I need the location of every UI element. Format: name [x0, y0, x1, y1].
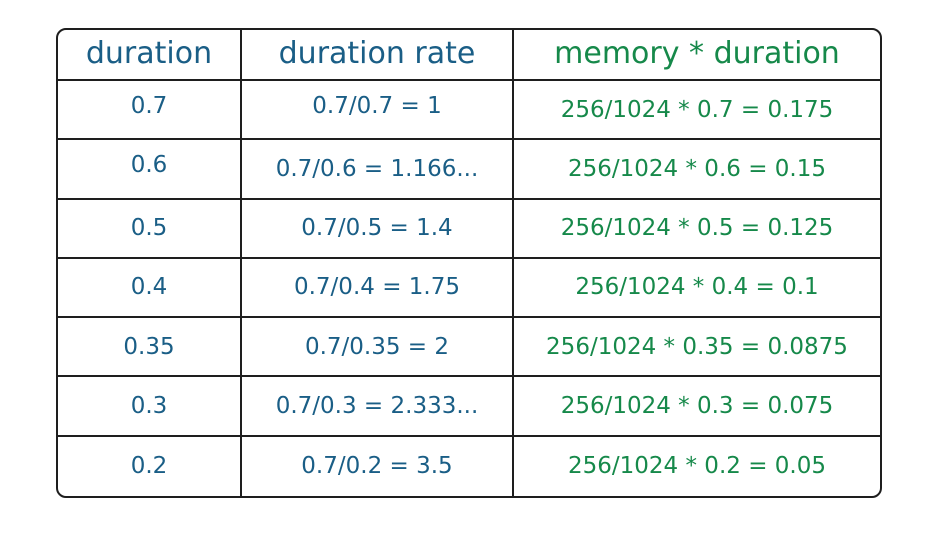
cell-duration: 0.6 [58, 140, 242, 200]
cell-duration-rate: 0.7/0.35 = 2 [242, 318, 514, 378]
cell-memory-duration: 256/1024 * 0.4 = 0.1 [514, 259, 880, 319]
cost-table: duration duration rate memory * duration… [56, 28, 882, 498]
cell-memory-duration: 256/1024 * 0.3 = 0.075 [514, 377, 880, 437]
cell-duration: 0.4 [58, 258, 242, 319]
cell-duration-rate: 0.7/0.4 = 1.75 [242, 258, 514, 319]
cell-duration: 0.35 [58, 318, 242, 378]
cell-duration: 0.3 [58, 377, 242, 437]
cell-duration-rate: 0.7/0.5 = 1.4 [242, 199, 514, 259]
header-duration: duration [58, 30, 242, 81]
table-grid: duration duration rate memory * duration… [58, 30, 880, 496]
cell-duration: 0.2 [58, 436, 242, 496]
cell-duration-rate: 0.7/0.2 = 3.5 [242, 436, 514, 496]
cell-memory-duration: 256/1024 * 0.6 = 0.15 [514, 140, 880, 200]
cell-memory-duration: 256/1024 * 0.2 = 0.05 [568, 453, 826, 480]
cell-memory-duration: 256/1024 * 0.5 = 0.125 [514, 200, 880, 259]
header-memory-duration: memory * duration [514, 30, 880, 81]
cell-duration-rate: 0.7/0.3 = 2.333... [242, 377, 514, 437]
cell-duration-rate: 0.7/0.7 = 1 [242, 81, 514, 141]
cell-memory-duration: 256/1024 * 0.35 = 0.0875 [514, 318, 880, 378]
header-duration-rate: duration rate [242, 30, 514, 81]
cell-duration: 0.5 [58, 199, 242, 259]
cell-memory-duration: 256/1024 * 0.7 = 0.175 [514, 81, 880, 141]
cell-duration: 0.7 [58, 81, 242, 141]
cell-duration-rate: 0.7/0.6 = 1.166... [242, 140, 514, 200]
